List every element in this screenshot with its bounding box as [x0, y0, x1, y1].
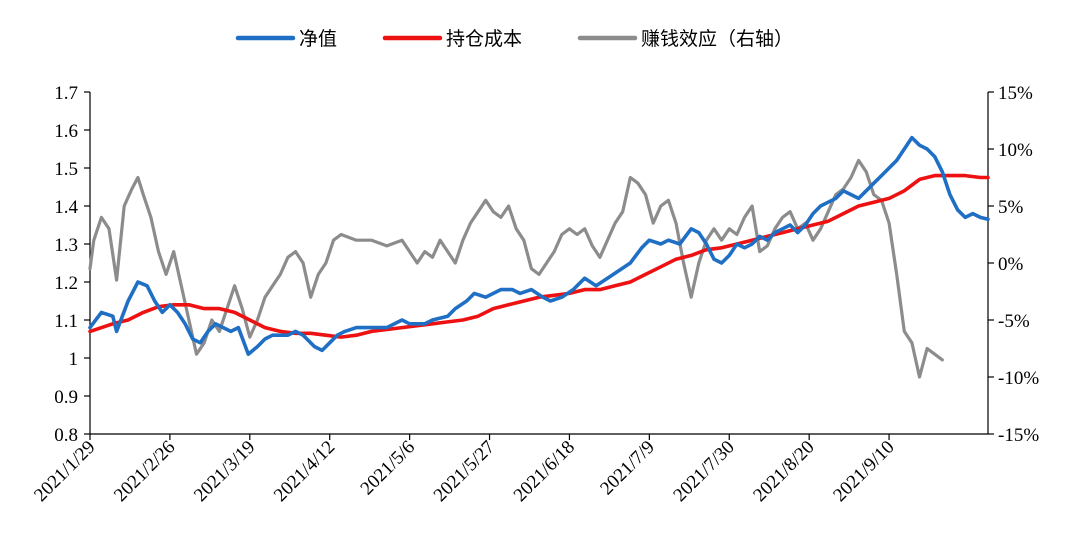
left-tick-label: 1.7 — [54, 83, 78, 104]
left-tick-label: 0.9 — [54, 387, 78, 408]
series-lines — [88, 135, 990, 379]
left-tick-label: 1.5 — [54, 159, 78, 180]
x-tick-label: 2021/5/6 — [357, 437, 420, 500]
left-tick-label: 1.1 — [54, 311, 78, 332]
x-tick-label: 2021/6/18 — [510, 437, 579, 506]
left-tick-label: 1 — [69, 349, 79, 370]
series-line-effect — [88, 158, 944, 379]
x-tick-label: 2021/7/9 — [596, 437, 659, 500]
series-line-nav — [88, 135, 990, 357]
left-tick-label: 1.4 — [54, 197, 78, 218]
right-tick-label: -5% — [998, 311, 1030, 332]
left-tick-label: 1.2 — [54, 273, 78, 294]
x-tick-label: 2021/8/20 — [749, 437, 818, 506]
axes: 0.8 0.9 1 1.1 1.2 1.3 1.4 1.5 1.6 1.7 -15% -10% -5% 0… — [30, 83, 1039, 506]
x-tick-label: 2021/7/30 — [669, 437, 738, 506]
legend-label: 持仓成本 — [446, 28, 522, 50]
right-tick-label: -15% — [998, 425, 1039, 446]
right-tick-label: -10% — [998, 368, 1039, 389]
x-tick-label: 2021/4/12 — [270, 437, 339, 506]
left-tick-label: 0.8 — [54, 425, 78, 446]
x-tick-label: 2021/5/27 — [430, 437, 499, 506]
right-tick-label: 15% — [998, 83, 1033, 104]
right-tick-label: 5% — [998, 197, 1024, 218]
x-tick-label: 2021/2/26 — [110, 437, 179, 506]
legend: 净值 持仓成本 赚钱效应（右轴） — [235, 28, 793, 50]
x-tick-label: 2021/1/29 — [30, 437, 99, 506]
legend-label: 赚钱效应（右轴） — [641, 28, 793, 50]
series-line-cost — [88, 173, 990, 339]
right-tick-label: 0% — [998, 254, 1024, 275]
left-tick-label: 1.6 — [54, 121, 78, 142]
x-tick-label: 2021/3/19 — [190, 437, 259, 506]
legend-label: 净值 — [299, 28, 337, 50]
right-tick-label: 10% — [998, 140, 1033, 161]
left-tick-label: 1.3 — [54, 235, 78, 256]
x-tick-label: 2021/9/10 — [829, 437, 898, 506]
